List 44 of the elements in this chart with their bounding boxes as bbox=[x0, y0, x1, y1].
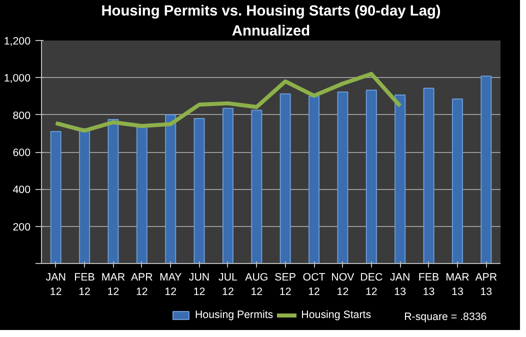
y-tick-label: 1,200 bbox=[4, 36, 31, 48]
x-tick-label: FEB 12 bbox=[74, 272, 95, 298]
bar bbox=[452, 98, 463, 264]
x-tick-label: FEB 13 bbox=[418, 272, 440, 298]
x-tick-label: APR 13 bbox=[475, 272, 498, 298]
bar bbox=[79, 128, 90, 264]
bar bbox=[50, 131, 62, 264]
y-tick-label: 600 bbox=[12, 147, 31, 159]
legend-label: Housing Permits bbox=[194, 309, 274, 321]
bar bbox=[394, 94, 406, 264]
legend-label: Housing Starts bbox=[301, 309, 372, 321]
text: R-square = .8336 bbox=[404, 311, 487, 323]
bar bbox=[423, 88, 434, 264]
x-tick-label: NOV 12 bbox=[331, 272, 356, 298]
bar bbox=[480, 76, 492, 264]
x-tick-label: SEP 12 bbox=[274, 272, 296, 298]
x-tick-label: DEC 12 bbox=[360, 272, 383, 298]
y-tick-label: 400 bbox=[12, 184, 31, 196]
y-tick-label: 1,000 bbox=[4, 72, 31, 85]
bar bbox=[194, 118, 205, 264]
y-tick-label: 800 bbox=[12, 110, 31, 122]
bar bbox=[222, 108, 234, 264]
line-series bbox=[54, 72, 402, 133]
y-tick-label: 200 bbox=[12, 221, 31, 234]
bar bbox=[108, 118, 119, 264]
x-tick-label: AUG 12 bbox=[245, 272, 268, 298]
x-tick-label: JUL 12 bbox=[218, 272, 238, 298]
chart-title: Housing Permits vs. Housing Starts (90-day Lag) bbox=[101, 4, 441, 20]
chart-subtitle: Annualized bbox=[232, 24, 310, 40]
bar bbox=[165, 114, 176, 264]
bar bbox=[308, 96, 320, 264]
bar bbox=[136, 126, 148, 264]
bar bbox=[366, 90, 377, 264]
x-tick-label: JAN 13 bbox=[390, 272, 410, 298]
bar bbox=[337, 91, 348, 264]
x-tick-label: OCT 12 bbox=[302, 272, 326, 298]
bar bbox=[280, 93, 291, 264]
x-tick-label: JUN 12 bbox=[188, 272, 210, 298]
x-tick-label: APR 12 bbox=[130, 272, 154, 298]
x-tick-label: MAY 12 bbox=[159, 272, 182, 298]
bar bbox=[251, 110, 262, 264]
x-tick-label: MAR 13 bbox=[446, 272, 470, 298]
x-tick-label: MAR 12 bbox=[101, 272, 126, 298]
x-tick-label: JAN 12 bbox=[46, 272, 66, 298]
